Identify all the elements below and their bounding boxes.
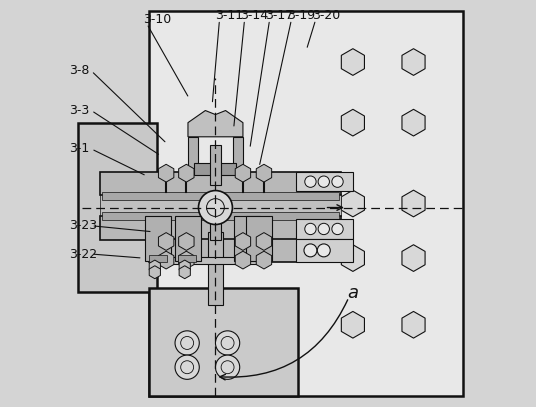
Bar (102, 192, 339, 200)
Polygon shape (235, 164, 251, 182)
Polygon shape (179, 266, 190, 279)
Polygon shape (341, 311, 364, 338)
Polygon shape (341, 245, 364, 271)
Polygon shape (256, 164, 272, 182)
Text: 3-11: 3-11 (215, 9, 243, 22)
Bar (233, 137, 243, 171)
Circle shape (175, 355, 199, 379)
Bar (210, 206, 221, 240)
Bar (234, 217, 260, 261)
Polygon shape (402, 49, 425, 75)
Bar (246, 217, 272, 261)
Bar (296, 219, 353, 239)
Polygon shape (402, 109, 425, 136)
Text: 3-19: 3-19 (287, 9, 316, 22)
Circle shape (305, 176, 316, 187)
Polygon shape (149, 260, 160, 273)
Text: a: a (347, 284, 358, 302)
Polygon shape (256, 251, 272, 269)
Text: 3-10: 3-10 (143, 13, 171, 26)
Bar (100, 172, 341, 195)
Circle shape (332, 176, 343, 187)
Circle shape (317, 244, 330, 257)
Polygon shape (149, 266, 160, 279)
Text: 3-17: 3-17 (265, 9, 294, 22)
Bar (195, 163, 236, 175)
Circle shape (215, 355, 240, 379)
Polygon shape (159, 233, 174, 250)
Bar (208, 232, 223, 304)
Polygon shape (402, 245, 425, 271)
Polygon shape (402, 190, 425, 217)
Polygon shape (188, 111, 243, 137)
Polygon shape (341, 49, 364, 75)
Bar (149, 255, 167, 262)
Text: 3-8: 3-8 (69, 64, 90, 77)
Text: 3-20: 3-20 (311, 9, 340, 22)
Polygon shape (178, 233, 194, 250)
Bar (145, 217, 171, 261)
Polygon shape (235, 233, 251, 250)
Bar (78, 123, 157, 292)
Circle shape (332, 223, 343, 234)
Circle shape (305, 223, 316, 234)
Circle shape (318, 176, 330, 187)
Polygon shape (402, 311, 425, 338)
Bar (210, 145, 221, 185)
Polygon shape (178, 164, 194, 182)
Polygon shape (178, 251, 194, 269)
Polygon shape (341, 109, 364, 136)
Bar (100, 217, 341, 240)
Bar (175, 217, 202, 261)
Polygon shape (179, 260, 190, 273)
Bar (296, 172, 353, 191)
Polygon shape (159, 164, 174, 182)
Circle shape (318, 223, 330, 234)
Bar (178, 255, 197, 262)
Polygon shape (235, 251, 251, 269)
Polygon shape (341, 190, 364, 217)
Text: 3-23: 3-23 (69, 219, 97, 232)
Bar (167, 257, 264, 264)
Text: 3-1: 3-1 (69, 142, 90, 155)
Circle shape (215, 331, 240, 355)
Bar (149, 289, 299, 396)
Circle shape (175, 331, 199, 355)
Circle shape (304, 244, 317, 257)
Polygon shape (159, 251, 174, 269)
Bar (149, 11, 463, 396)
Bar (296, 239, 353, 262)
Bar (149, 239, 307, 262)
Bar (188, 137, 198, 171)
Polygon shape (256, 233, 272, 250)
Text: 3-3: 3-3 (69, 104, 90, 117)
Text: 3-14: 3-14 (241, 9, 269, 22)
Bar (102, 212, 339, 220)
Text: 3-22: 3-22 (69, 247, 97, 260)
Bar (100, 194, 341, 217)
Circle shape (198, 190, 233, 225)
